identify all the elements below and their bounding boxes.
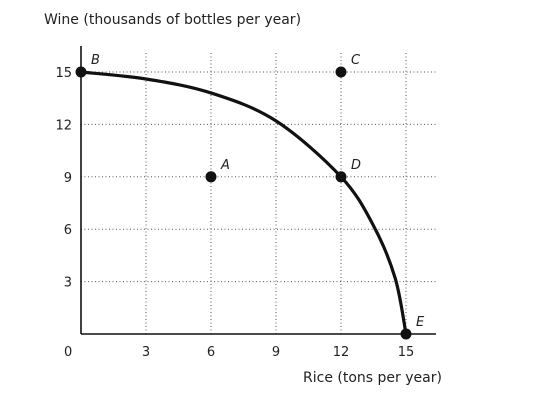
y-tick-label: 12	[55, 118, 72, 133]
x-tick-label: 12	[333, 345, 350, 360]
grid	[81, 52, 436, 334]
origin-label: 0	[64, 345, 72, 360]
point-label-b: B	[91, 53, 100, 68]
point-label-a: A	[220, 158, 230, 173]
x-tick-label: 6	[207, 345, 215, 360]
point-d	[335, 171, 347, 183]
x-tick-label: 15	[398, 345, 415, 360]
points: A B C D E	[75, 53, 425, 340]
point-b	[75, 66, 87, 78]
axes	[80, 46, 436, 335]
y-tick-label: 15	[55, 66, 72, 81]
x-tick-label: 3	[142, 345, 150, 360]
x-axis-title: Rice (tons per year)	[303, 370, 442, 386]
point-c	[335, 66, 347, 78]
point-label-d: D	[351, 158, 361, 173]
y-tick-label: 6	[64, 223, 72, 238]
production-possibilities-frontier	[80, 70, 408, 335]
x-tick-label: 9	[272, 345, 280, 360]
tick-labels: 3 6 9 12 15 3 6 9 12 15	[55, 66, 414, 360]
y-axis-title: Wine (thousands of bottles per year)	[44, 12, 301, 28]
y-tick-label: 9	[64, 171, 72, 186]
point-e	[400, 328, 412, 340]
y-tick-label: 3	[64, 276, 72, 291]
point-label-e: E	[416, 315, 425, 330]
point-a	[205, 171, 217, 183]
point-label-c: C	[351, 53, 361, 68]
